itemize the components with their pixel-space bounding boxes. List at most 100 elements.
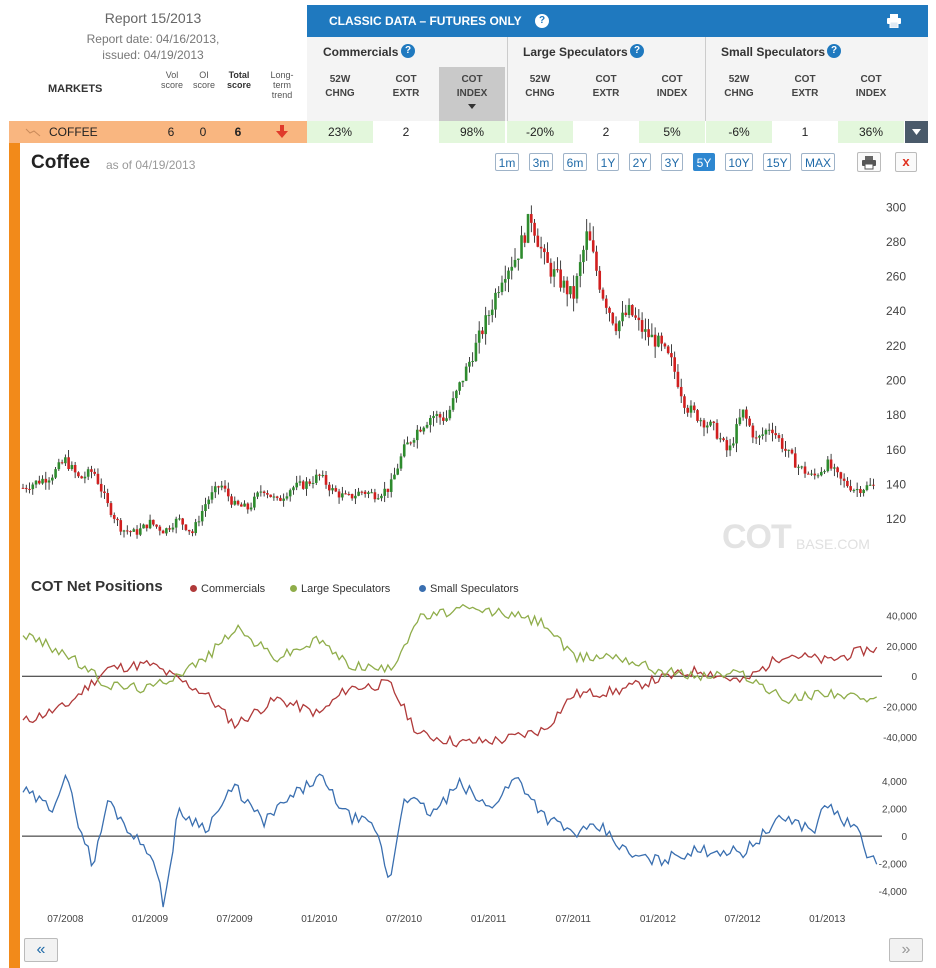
help-icon[interactable]: ? — [401, 44, 415, 58]
candle-down — [559, 269, 562, 288]
range-6m-button[interactable]: 6m — [563, 153, 587, 171]
legend-label: Large Speculators — [301, 583, 391, 595]
col-label: COT — [661, 74, 683, 85]
vol-score: 6 — [167, 125, 175, 139]
legend-commercials[interactable]: Commercials — [190, 583, 265, 595]
candle-up — [657, 335, 660, 347]
total-score-header[interactable]: Total score — [226, 70, 252, 90]
market-row-summary[interactable]: COFFEE 6 0 6 — [9, 121, 307, 143]
candle-up — [855, 489, 859, 491]
oi-score-header[interactable]: OI score — [192, 70, 215, 90]
candle-up — [484, 315, 487, 335]
comm-52w-value: 23% — [307, 121, 373, 143]
candle-down — [60, 462, 64, 464]
col-small-52w[interactable]: 52W CHNG — [706, 67, 772, 121]
candle-down — [793, 453, 797, 468]
candle-up — [200, 511, 204, 522]
candle-down — [347, 493, 351, 495]
candle-up — [376, 498, 380, 500]
candle-down — [44, 478, 48, 483]
large-extr-value: 2 — [602, 125, 610, 139]
group-large-specs-label: Large Speculators — [523, 45, 628, 59]
range-5y-button[interactable]: 5Y — [693, 153, 715, 171]
col-small-extr[interactable]: COT EXTR — [772, 67, 838, 121]
collapse-button[interactable] — [905, 121, 928, 143]
candle-down — [119, 520, 123, 532]
candle-up — [820, 471, 823, 476]
col-comm-52w[interactable]: 52W CHNG — [307, 67, 373, 121]
candle-down — [637, 317, 641, 321]
candle-down — [28, 488, 31, 490]
range-1m-button[interactable]: 1m — [495, 153, 519, 171]
candle-down — [223, 485, 227, 489]
candle-up — [34, 480, 38, 485]
candle-up — [321, 475, 325, 477]
candle-up — [582, 249, 585, 263]
help-icon[interactable]: ? — [827, 44, 841, 58]
watermark-suffix: BASE.COM — [796, 536, 870, 552]
price-tick-label: 300 — [886, 200, 906, 214]
x-tick-label: 07/2009 — [217, 914, 254, 925]
candle-up — [735, 424, 738, 444]
large-52w-value: -20% — [507, 121, 573, 143]
legend-large-specs[interactable]: Large Speculators — [290, 583, 390, 595]
chart-title: Coffee — [31, 152, 91, 173]
report-date: Report date: 04/16/2013, — [86, 32, 220, 46]
candle-up — [292, 487, 295, 491]
candle-down — [653, 334, 657, 347]
total-score: 6 — [234, 125, 242, 139]
candle-down — [663, 343, 667, 347]
help-icon[interactable]: ? — [630, 44, 644, 58]
candle-down — [539, 246, 543, 249]
candle-up — [253, 496, 256, 508]
candle-down — [696, 410, 699, 421]
candle-down — [73, 465, 77, 473]
range-2y-button[interactable]: 2Y — [629, 153, 651, 171]
print-icon[interactable] — [886, 14, 902, 28]
range-max-button[interactable]: MAX — [801, 153, 835, 171]
price-tick-label: 260 — [886, 270, 906, 284]
candle-up — [295, 482, 299, 488]
col-comm-extr[interactable]: COT EXTR — [373, 67, 439, 121]
candle-down — [184, 524, 188, 530]
next-button[interactable]: » — [889, 938, 923, 962]
print-chart-button[interactable] — [857, 152, 881, 172]
candle-down — [598, 270, 602, 290]
candle-up — [389, 479, 393, 492]
vol-score-header[interactable]: Vol score — [160, 70, 183, 90]
col-large-52w[interactable]: 52W CHNG — [507, 67, 573, 121]
candle-up — [526, 214, 530, 243]
candle-down — [588, 231, 592, 241]
col-small-index[interactable]: COT INDEX — [838, 67, 904, 121]
range-3y-button[interactable]: 3Y — [661, 153, 683, 171]
close-chart-button[interactable]: x — [895, 152, 917, 172]
sort-desc-icon — [468, 104, 476, 109]
candle-up — [621, 312, 624, 322]
candle-up — [520, 235, 523, 259]
col-label: COT — [595, 74, 617, 85]
market-row[interactable]: COFFEE 6 0 6 23% 2 98% -20% 2 5% -6% 1 3… — [9, 121, 928, 143]
candle-down — [722, 438, 725, 441]
column-headers: 52W CHNG COT EXTR COT INDEX 52W CHNG COT EXTR… — [307, 67, 928, 121]
candle-up — [165, 528, 168, 534]
range-10y-button[interactable]: 10Y — [725, 153, 753, 171]
candle-down — [116, 518, 119, 521]
prev-button[interactable]: « — [24, 938, 58, 962]
help-icon[interactable]: ? — [535, 14, 549, 28]
trend-down-icon — [276, 125, 288, 138]
col-comm-index[interactable]: COT INDEX — [439, 67, 505, 121]
col-large-extr[interactable]: COT EXTR — [573, 67, 639, 121]
candle-down — [344, 493, 347, 495]
col-label: INDEX — [656, 88, 688, 99]
candle-up — [732, 443, 735, 446]
candle-up — [432, 415, 435, 419]
candle-up — [314, 474, 318, 483]
legend-small-specs[interactable]: Small Speculators — [419, 583, 519, 595]
range-1y-button[interactable]: 1Y — [597, 153, 619, 171]
col-large-index[interactable]: COT INDEX — [639, 67, 705, 121]
range-3m-button[interactable]: 3m — [529, 153, 553, 171]
long-term-trend-header[interactable]: Long-term trend — [270, 70, 294, 100]
cot-panel-title: COT Net Positions — [31, 578, 163, 595]
range-15y-button[interactable]: 15Y — [763, 153, 791, 171]
candle-up — [402, 444, 406, 457]
